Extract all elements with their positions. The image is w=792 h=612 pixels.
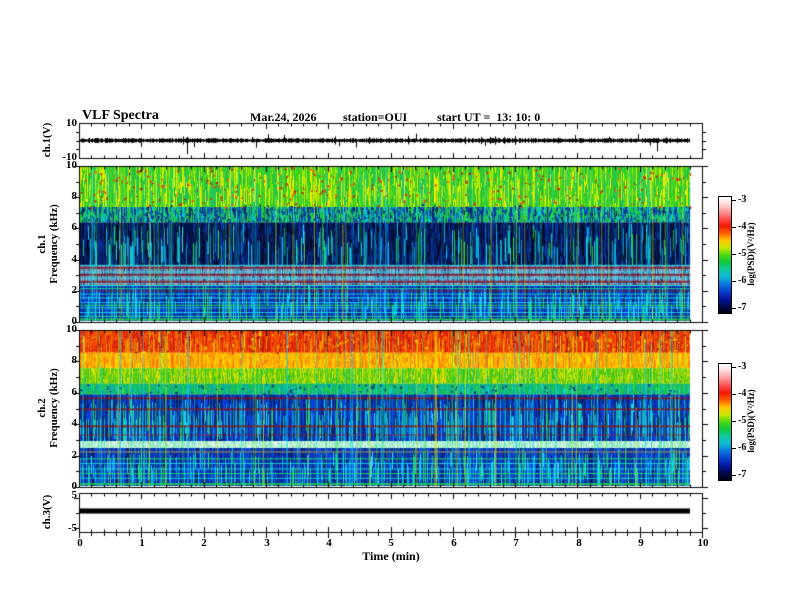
spec2-ytick: 10 (66, 323, 77, 335)
colorbar-tick (731, 421, 736, 422)
colorbar1-axis-label: log(PSD)(V²/Hz) (746, 222, 756, 286)
ch3-ytick-max: 5 (71, 489, 78, 501)
colorbar-tick (731, 281, 736, 282)
x-axis-title: Time (min) (362, 549, 420, 563)
ch3-ytick-min: -5 (67, 522, 77, 534)
ch1-frequency-axis-label: ch.1 Frequency (kHz) (36, 204, 60, 284)
colorbar1-tick-label: -3 (738, 194, 747, 205)
colorbar2-tick-label: -7 (738, 469, 747, 480)
spec2-ytick: 0 (71, 480, 78, 492)
ch1-ytick-max: 10 (66, 117, 77, 129)
ch3-waveform-panel (74, 488, 708, 538)
ch2-spectrogram-panel (74, 325, 708, 492)
colorbar2-axis-label: log(PSD)(V²/Hz) (746, 389, 756, 453)
x-tick-label: 2 (201, 537, 207, 549)
x-tick-label: 10 (697, 537, 709, 549)
spec2-ytick: 8 (71, 354, 78, 366)
spec1-ytick: 0 (71, 315, 78, 327)
x-tick-label: 1 (139, 537, 145, 549)
x-tick-label: 6 (451, 537, 457, 549)
colorbar-tick (731, 394, 736, 395)
colorbar2-tick-label: -6 (738, 442, 747, 453)
x-tick-label: 4 (326, 537, 332, 549)
spec1-ytick: 6 (71, 221, 78, 233)
x-tick-label: 3 (264, 537, 270, 549)
x-tick-label: 7 (513, 537, 519, 549)
colorbar-tick (731, 308, 736, 309)
ch1-waveform-panel (74, 118, 708, 163)
spec1-ytick: 10 (66, 159, 77, 171)
colorbar1-tick-label: -7 (738, 302, 747, 313)
x-tick-label: 8 (576, 537, 582, 549)
colorbar1-tick-label: -4 (738, 221, 747, 232)
spec1-ytick: 2 (71, 284, 78, 296)
colorbar-tick (731, 227, 736, 228)
x-tick-label: 5 (388, 537, 394, 549)
x-tick-label: 0 (77, 537, 83, 549)
colorbar2-tick-label: -5 (738, 415, 747, 426)
ch1-ytick-min: -10 (62, 151, 77, 163)
colorbar-tick (731, 200, 736, 201)
colorbar2-tick-label: -4 (738, 388, 747, 399)
spec2-ytick: 2 (71, 449, 78, 461)
ch1-spectrogram-panel (74, 161, 708, 327)
spec2-ytick: 6 (71, 386, 78, 398)
colorbar-tick (731, 475, 736, 476)
spec1-ytick: 4 (71, 253, 78, 265)
colorbar-ch2 (718, 363, 732, 481)
colorbar1-tick-label: -5 (738, 248, 747, 259)
colorbar1-tick-label: -6 (738, 275, 747, 286)
spec2-ytick: 4 (71, 417, 78, 429)
colorbar-tick (731, 367, 736, 368)
colorbar-ch1 (718, 196, 732, 314)
spec1-ytick: 8 (71, 190, 78, 202)
ch2-frequency-axis-label: ch.2 Frequency (kHz) (36, 368, 60, 448)
colorbar2-tick-label: -3 (738, 361, 747, 372)
x-tick-label: 9 (638, 537, 644, 549)
colorbar-tick (731, 254, 736, 255)
colorbar-tick (731, 448, 736, 449)
